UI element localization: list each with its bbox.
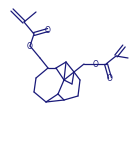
Text: O: O [45, 26, 51, 35]
Text: O: O [93, 59, 99, 68]
Text: O: O [107, 74, 113, 83]
Text: O: O [27, 41, 33, 51]
